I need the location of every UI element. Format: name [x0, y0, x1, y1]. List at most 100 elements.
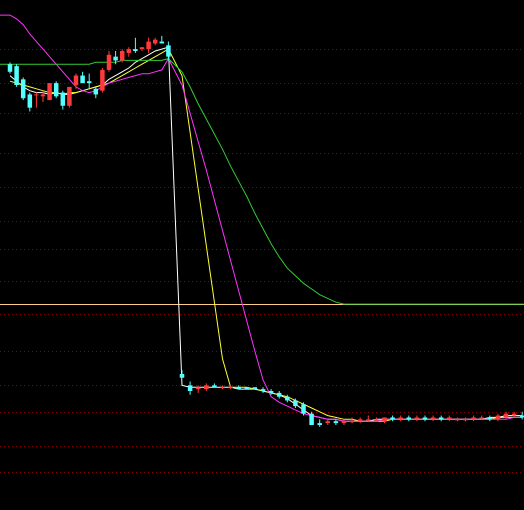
candle [166, 41, 171, 61]
candle-body [479, 417, 484, 419]
candle [106, 51, 112, 72]
candle-body [40, 94, 46, 97]
candle-body [374, 419, 379, 421]
candle-body [252, 387, 258, 390]
candle-body [228, 387, 233, 389]
candle-body [317, 423, 322, 425]
candle-body [67, 86, 72, 106]
candle [406, 415, 412, 422]
candle-body [7, 64, 13, 72]
candle [390, 415, 395, 422]
candle [195, 385, 201, 393]
candle-body [276, 392, 282, 397]
candle-body [146, 41, 151, 50]
candle [179, 370, 185, 378]
candle [220, 385, 225, 390]
candle [349, 417, 355, 424]
candle [159, 35, 165, 44]
candle-body [503, 413, 509, 418]
candle-body [390, 417, 395, 420]
candle-body [471, 417, 476, 420]
candle-body [179, 374, 185, 378]
candle [430, 415, 436, 422]
candle [73, 73, 79, 89]
candle-body [133, 49, 138, 51]
candle-body [430, 417, 436, 420]
candle [204, 383, 209, 391]
candle [325, 419, 331, 425]
candle [455, 417, 460, 422]
candle-body [139, 47, 145, 50]
candle-body [511, 413, 517, 416]
candle-body [357, 419, 363, 422]
candle-body [366, 419, 371, 421]
candle-body [438, 417, 444, 420]
candle-body [53, 83, 59, 97]
candle [260, 387, 266, 393]
candle [146, 37, 151, 53]
candle [212, 383, 217, 388]
candle-body [119, 51, 125, 61]
candle [47, 83, 52, 101]
candle [495, 413, 501, 422]
candle-body [34, 94, 39, 96]
candle-body [60, 92, 66, 106]
candle [422, 415, 428, 422]
candle [276, 391, 282, 399]
candle-body [422, 417, 428, 420]
candle [53, 81, 59, 99]
candle [463, 417, 468, 422]
candle [187, 381, 193, 395]
candle [366, 415, 371, 422]
candle-body [463, 419, 468, 421]
candle-body [27, 94, 33, 108]
candle [503, 411, 509, 420]
candle-body [285, 396, 290, 401]
candle [100, 68, 105, 93]
candle-body [212, 385, 217, 388]
candle-body [86, 81, 92, 84]
candle [20, 77, 26, 101]
candle-body [398, 417, 403, 420]
candle [414, 415, 420, 422]
candle-body [80, 75, 85, 84]
candle-body [487, 417, 493, 420]
candle-body [519, 415, 524, 418]
candle [519, 411, 524, 420]
candle [374, 417, 379, 422]
candle [268, 389, 274, 395]
candles [7, 35, 524, 427]
candle [479, 415, 484, 420]
candle [317, 419, 322, 427]
candle-body [113, 56, 118, 61]
candle [40, 90, 46, 102]
candle [236, 385, 241, 390]
candle-body [93, 88, 99, 95]
candle [511, 411, 517, 418]
candle [398, 415, 403, 422]
candle-body [455, 419, 460, 421]
candle-body [100, 69, 105, 91]
candle-body [244, 387, 250, 390]
candle-body [293, 400, 298, 407]
candle-body [195, 387, 201, 390]
candle-body [126, 49, 132, 53]
candle-body [236, 387, 241, 390]
candle-body [309, 413, 314, 425]
candle-body [159, 41, 165, 44]
candle-body [349, 421, 355, 423]
candle-body [204, 385, 209, 390]
candle [119, 49, 125, 63]
candle-body [187, 385, 193, 391]
candle [7, 62, 13, 74]
candle [357, 417, 363, 424]
candle [438, 415, 444, 422]
candle [34, 92, 39, 108]
candle [126, 47, 132, 57]
candle-body [325, 421, 331, 424]
candle-body [268, 391, 274, 393]
candle [301, 402, 306, 416]
